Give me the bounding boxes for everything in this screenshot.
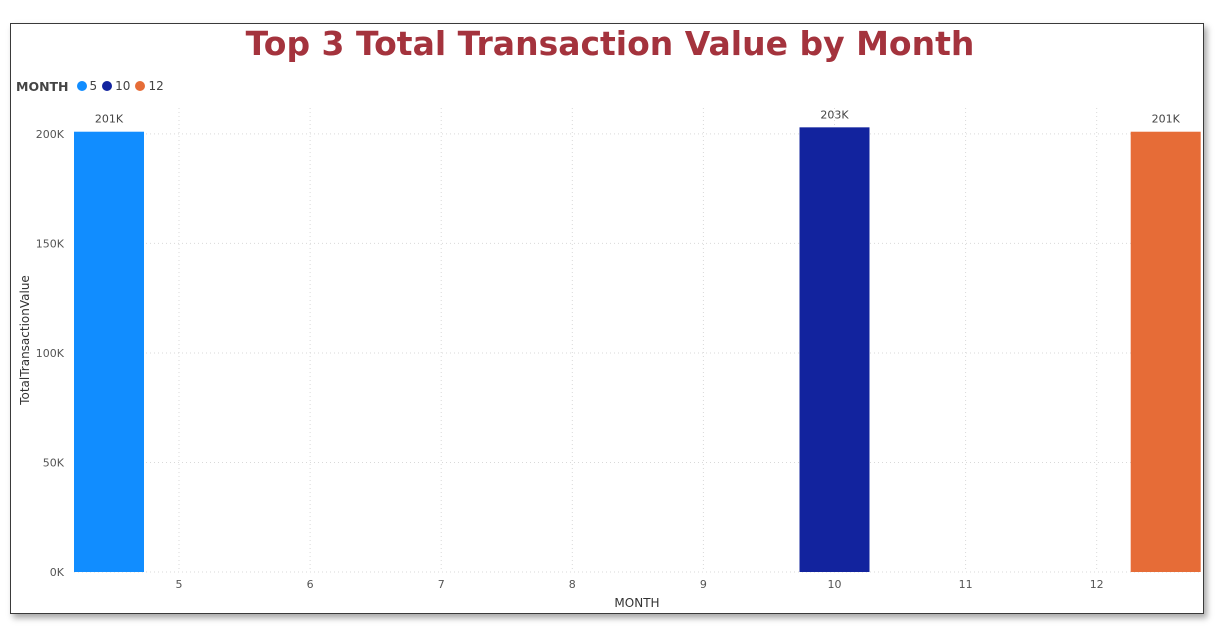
legend: MONTH 5 10 12 <box>16 77 169 95</box>
y-tick-label: 100K <box>36 347 65 360</box>
y-tick-label: 50K <box>43 456 65 469</box>
bar-month-10 <box>799 127 870 572</box>
x-tick-label: 9 <box>700 578 707 591</box>
x-axis-title: MONTH <box>614 596 659 610</box>
x-tick-label: 10 <box>828 578 842 591</box>
data-label-month-12: 201K <box>1152 113 1181 126</box>
legend-title: MONTH <box>16 78 69 94</box>
legend-label-5: 5 <box>89 79 98 93</box>
chart-frame <box>10 23 1204 614</box>
y-tick-label: 200K <box>36 128 65 141</box>
legend-dot-12 <box>135 81 146 91</box>
bar-month-5 <box>74 131 144 572</box>
legend-item-10[interactable]: 10 <box>102 79 130 93</box>
x-tick-label: 8 <box>569 578 576 591</box>
chart-title: Top 3 Total Transaction Value by Month <box>245 24 975 63</box>
x-tick-label: 11 <box>959 578 973 591</box>
data-label-month-10: 203K <box>820 108 849 121</box>
y-tick-label: 150K <box>36 237 65 250</box>
data-label-month-5: 201K <box>95 113 124 126</box>
y-axis-title: TotalTransactionValue <box>18 275 32 406</box>
legend-dot-10 <box>102 81 113 91</box>
legend-dot-5 <box>76 81 87 91</box>
x-tick-label: 7 <box>438 578 445 591</box>
x-tick-label: 6 <box>307 578 314 591</box>
legend-label-12: 12 <box>148 79 164 93</box>
x-tick-label: 12 <box>1090 578 1104 591</box>
legend-item-5[interactable]: 5 <box>76 79 98 93</box>
x-tick-label: 5 <box>176 578 183 591</box>
legend-label-10: 10 <box>115 79 131 93</box>
bar-month-12 <box>1130 131 1201 572</box>
y-tick-label: 0K <box>50 566 65 579</box>
legend-item-12[interactable]: 12 <box>135 79 164 93</box>
